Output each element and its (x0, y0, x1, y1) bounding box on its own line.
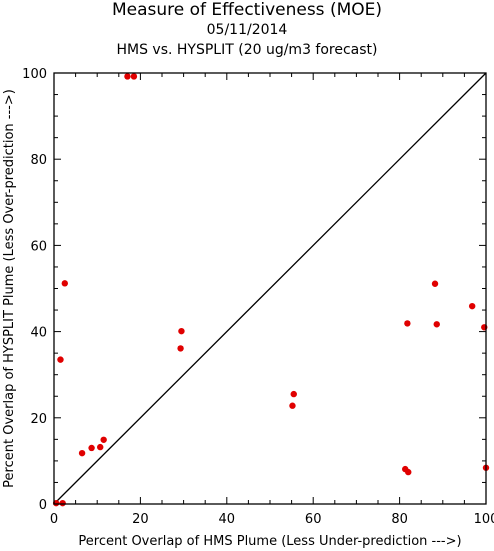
chart-title: Measure of Effectiveness (MOE) (111, 0, 383, 20)
points-layer (52, 73, 490, 507)
data-point (177, 345, 184, 352)
data-point (290, 390, 297, 398)
y-tick-label: 0 (39, 498, 47, 513)
chart-subtitle-date: 05/11/2014 (206, 22, 288, 38)
data-point (97, 443, 104, 451)
ticks-layer: 0 20 40 60 80 100 0 20 40 60 80 100 (22, 67, 494, 527)
data-point (124, 73, 131, 80)
x-tick-label: 100 (474, 512, 494, 527)
y-tick-label: 100 (22, 67, 47, 82)
data-point (404, 320, 411, 327)
data-point (78, 449, 86, 457)
data-point (59, 499, 66, 507)
data-point (130, 73, 138, 80)
data-point (405, 468, 412, 476)
y-tick-label: 60 (30, 239, 47, 254)
data-point (433, 321, 440, 328)
y-tick-label: 40 (30, 326, 47, 341)
data-point (178, 327, 185, 335)
data-point (88, 444, 95, 452)
x-tick-label: 60 (305, 512, 322, 527)
x-axis-label: Percent Overlap of HMS Plume (Less Under… (78, 534, 461, 549)
data-point (468, 302, 476, 310)
reference-diagonal-line (53, 72, 487, 505)
x-tick-label: 40 (219, 512, 236, 527)
x-tick-label: 80 (391, 512, 408, 527)
y-axis-label: Percent Overlap of HYSPLIT Plume (Less O… (2, 89, 17, 488)
y-tick-label: 20 (30, 412, 47, 427)
x-tick-label: 0 (50, 512, 58, 527)
data-point (100, 436, 107, 443)
data-point (57, 356, 64, 363)
data-point (61, 280, 68, 287)
data-point (289, 402, 296, 409)
chart-subtitle-comparison: HMS vs. HYSPLIT (20 ug/m3 forecast) (116, 42, 378, 58)
x-tick-label: 20 (132, 512, 149, 527)
plot-frame (53, 72, 487, 505)
data-point (431, 280, 439, 287)
y-tick-label: 80 (30, 153, 47, 168)
